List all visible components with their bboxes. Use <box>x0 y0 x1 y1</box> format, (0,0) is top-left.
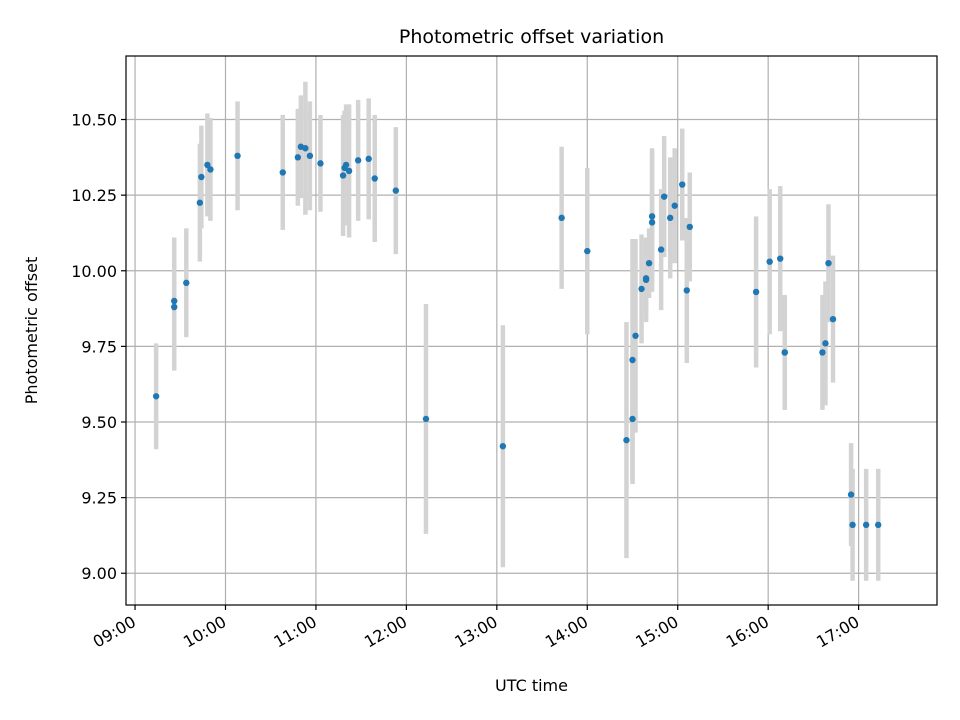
data-point <box>339 172 347 179</box>
data-point <box>819 349 826 356</box>
data-point <box>686 223 693 231</box>
y-tick-label: 10.25 <box>71 186 117 205</box>
data-point <box>847 491 855 498</box>
data-point <box>294 154 302 161</box>
data-point <box>558 214 565 222</box>
data-point <box>752 288 760 296</box>
data-point <box>306 152 314 160</box>
y-tick-label: 9.75 <box>81 337 117 356</box>
data-point <box>829 315 837 323</box>
data-point <box>645 259 653 267</box>
data-point <box>683 287 690 294</box>
data-point <box>365 155 372 163</box>
data-point <box>204 161 211 169</box>
data-point <box>777 255 784 262</box>
data-point <box>679 181 686 188</box>
y-axis: 9.00 9.25 9.50 9.75 10.00 10.25 10.50 <box>71 111 126 583</box>
data-point <box>392 187 400 194</box>
data-point <box>207 166 214 173</box>
data-point <box>657 246 665 253</box>
data-point <box>849 521 856 529</box>
data-point <box>198 173 205 181</box>
data-point <box>781 349 788 356</box>
data-point <box>825 259 832 267</box>
data-point <box>648 219 656 226</box>
data-point <box>629 415 636 423</box>
data-point <box>660 193 668 200</box>
data-point <box>171 297 178 305</box>
data-point <box>354 157 362 164</box>
y-axis-label: Photometric offset <box>22 257 41 405</box>
data-point <box>875 521 882 529</box>
data-point <box>302 145 309 152</box>
plot-frame <box>125 55 938 606</box>
y-tick-label: 9.50 <box>81 413 117 432</box>
data-point <box>766 258 773 265</box>
y-tick-label: 9.25 <box>81 489 117 508</box>
y-tick-label: 10.00 <box>71 262 117 281</box>
x-axis-label: UTC time <box>495 676 568 695</box>
data-point <box>345 167 353 175</box>
chart-title: Photometric offset variation <box>399 26 664 48</box>
data-point <box>822 340 829 347</box>
data-point <box>629 356 636 364</box>
y-tick-label: 9.00 <box>81 564 117 583</box>
data-point <box>584 247 591 255</box>
data-point <box>152 393 160 400</box>
data-point <box>171 303 178 311</box>
y-tick-label: 10.50 <box>71 111 117 130</box>
data-point <box>499 442 507 450</box>
data-point <box>342 161 350 169</box>
data-points <box>152 143 882 529</box>
data-point <box>183 279 190 287</box>
data-point <box>666 214 674 222</box>
data-point <box>234 152 241 160</box>
data-point <box>317 160 324 167</box>
data-point <box>862 521 870 529</box>
data-point <box>623 436 630 444</box>
data-point <box>638 285 645 293</box>
data-point <box>671 202 678 209</box>
data-point <box>279 169 286 176</box>
data-point <box>642 275 650 282</box>
data-point <box>422 415 430 423</box>
data-point <box>648 213 656 220</box>
data-point <box>632 332 639 339</box>
data-point <box>371 175 378 182</box>
data-point <box>196 199 204 206</box>
